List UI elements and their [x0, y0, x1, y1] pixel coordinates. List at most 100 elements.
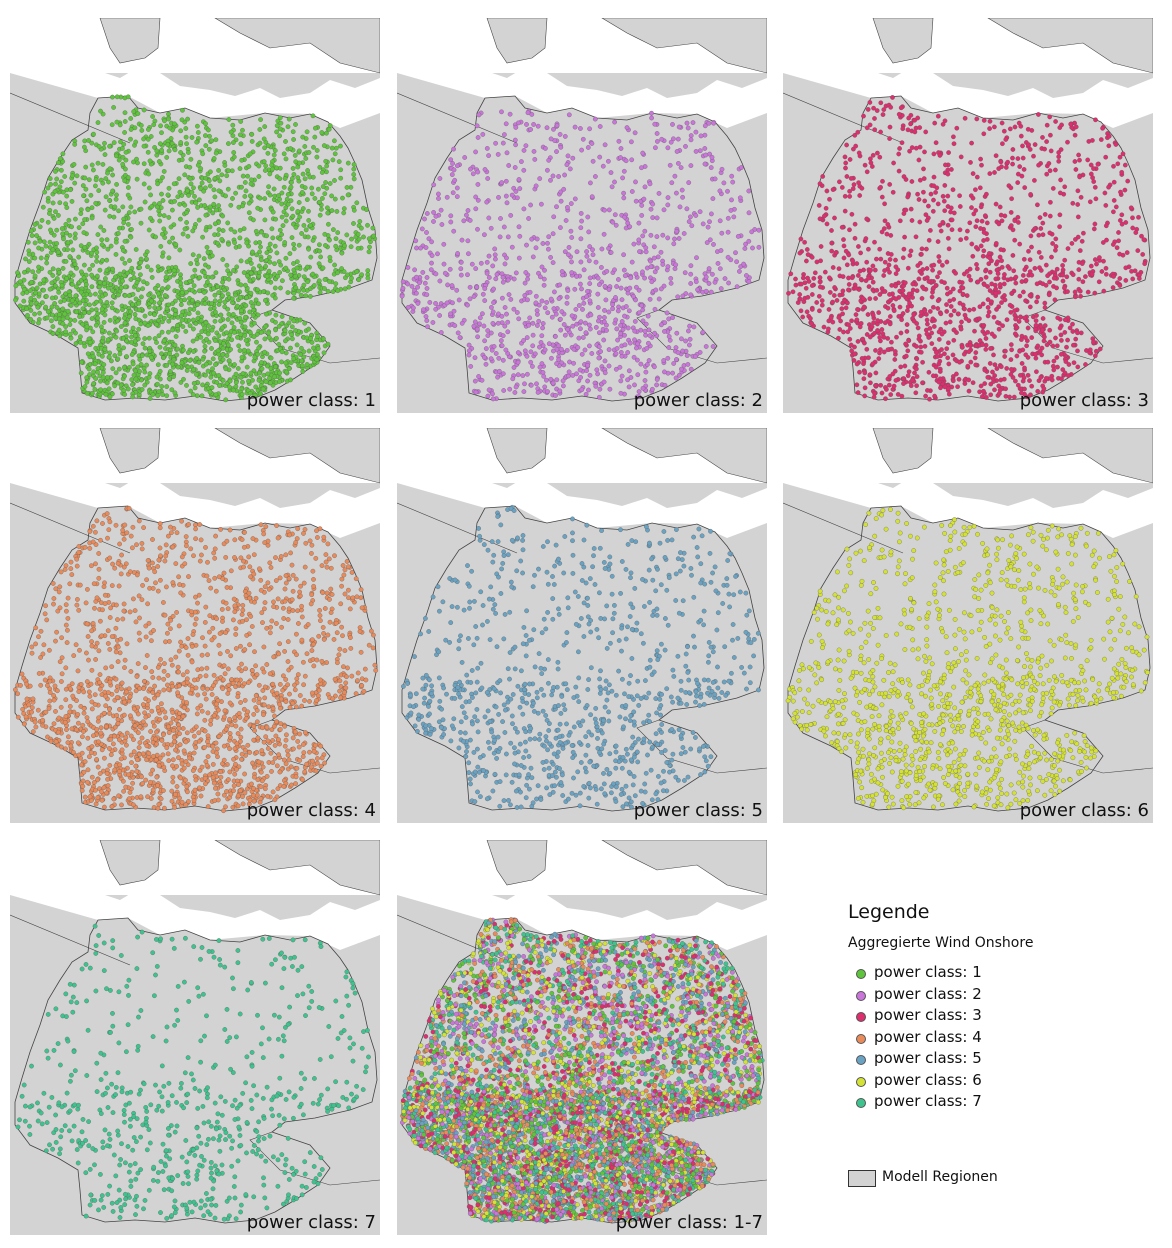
- wind-sites: [786, 95, 1148, 402]
- wind-site-point: [636, 310, 642, 316]
- wind-site-point: [870, 279, 876, 285]
- wind-site-point: [116, 208, 121, 214]
- wind-site-point: [595, 275, 601, 281]
- wind-site-point: [718, 286, 724, 291]
- wind-site-point: [121, 345, 126, 351]
- wind-site-point: [725, 188, 730, 194]
- wind-site-point: [211, 187, 217, 193]
- wind-site-point: [437, 313, 442, 318]
- wind-site-point: [451, 146, 456, 152]
- wind-site-point: [602, 207, 607, 213]
- wind-site-point: [271, 186, 277, 192]
- wind-site-point: [170, 235, 175, 241]
- wind-site-point: [256, 174, 262, 179]
- wind-site-point: [522, 381, 527, 387]
- wind-site-point: [21, 298, 27, 304]
- wind-site-point: [891, 160, 896, 166]
- wind-site-point: [334, 209, 340, 214]
- wind-site-point: [619, 319, 625, 324]
- wind-site-point: [37, 224, 43, 230]
- wind-site-point: [908, 206, 914, 212]
- wind-site-point: [156, 159, 162, 164]
- wind-site-point: [587, 298, 593, 304]
- wind-site-point: [645, 313, 651, 319]
- wind-site-point: [156, 389, 162, 394]
- wind-site-point: [315, 334, 320, 339]
- wind-site-point: [589, 351, 595, 356]
- wind-site-point: [161, 169, 167, 174]
- wind-site-point: [621, 267, 627, 273]
- wind-site-point: [846, 287, 851, 293]
- wind-site-point: [231, 330, 237, 335]
- wind-site-point: [673, 262, 679, 268]
- wind-site-point: [843, 248, 849, 254]
- wind-site-point: [917, 219, 923, 225]
- wind-site-point: [503, 347, 509, 353]
- wind-site-point: [283, 139, 288, 144]
- wind-site-point: [56, 289, 62, 295]
- wind-site-point: [266, 245, 272, 251]
- wind-site-point: [214, 380, 220, 385]
- wind-site-point: [195, 310, 201, 316]
- wind-site-point: [208, 306, 213, 312]
- wind-site-point: [85, 207, 91, 213]
- wind-site-point: [882, 320, 888, 326]
- wind-site-point: [985, 284, 990, 289]
- wind-site-point: [28, 316, 33, 322]
- wind-site-point: [122, 392, 128, 397]
- wind-site-point: [1059, 338, 1064, 343]
- wind-site-point: [905, 373, 911, 379]
- wind-site-point: [512, 390, 518, 395]
- wind-site-point: [525, 297, 530, 303]
- wind-site-point: [907, 148, 912, 154]
- wind-site-point: [504, 311, 509, 317]
- wind-site-point: [169, 387, 175, 393]
- wind-site-point: [130, 291, 136, 297]
- wind-site-point: [105, 170, 110, 176]
- wind-site-point: [128, 309, 133, 315]
- wind-site-point: [345, 192, 351, 198]
- wind-site-point: [626, 368, 632, 374]
- wind-site-point: [255, 351, 261, 357]
- wind-site-point: [886, 262, 892, 268]
- wind-site-point: [1119, 221, 1125, 227]
- wind-site-point: [997, 282, 1003, 287]
- wind-site-point: [72, 318, 78, 323]
- wind-site-point: [160, 198, 166, 203]
- wind-site-point: [110, 172, 115, 178]
- wind-site-point: [104, 300, 110, 305]
- wind-site-point: [50, 200, 56, 206]
- wind-site-point: [1047, 327, 1053, 333]
- wind-site-point: [1062, 285, 1067, 291]
- map-panel: power class: 3: [783, 18, 1153, 413]
- wind-site-point: [823, 205, 829, 211]
- wind-site-point: [491, 286, 496, 292]
- wind-site-point: [642, 184, 648, 190]
- wind-site-point: [658, 286, 664, 292]
- wind-site-point: [687, 336, 693, 342]
- wind-site-point: [242, 194, 248, 199]
- wind-site-point: [978, 156, 983, 162]
- wind-site-point: [947, 298, 953, 304]
- wind-site-point: [225, 317, 231, 322]
- wind-site-point: [924, 266, 930, 271]
- wind-site-point: [978, 204, 984, 210]
- wind-site-point: [57, 200, 63, 206]
- wind-site-point: [235, 334, 240, 340]
- wind-site-point: [107, 394, 113, 400]
- wind-site-point: [1029, 383, 1035, 389]
- wind-site-point: [124, 354, 129, 359]
- wind-site-point: [567, 166, 573, 172]
- wind-site-point: [433, 271, 439, 277]
- wind-site-point: [674, 149, 680, 154]
- wind-site-point: [639, 213, 645, 218]
- wind-site-point: [999, 300, 1004, 305]
- wind-site-point: [137, 369, 142, 374]
- wind-site-point: [323, 158, 329, 164]
- wind-site-point: [613, 366, 619, 372]
- wind-site-point: [793, 276, 798, 282]
- wind-site-point: [528, 349, 534, 355]
- wind-site-point: [1021, 256, 1027, 262]
- wind-site-point: [279, 349, 285, 355]
- wind-site-point: [669, 180, 675, 186]
